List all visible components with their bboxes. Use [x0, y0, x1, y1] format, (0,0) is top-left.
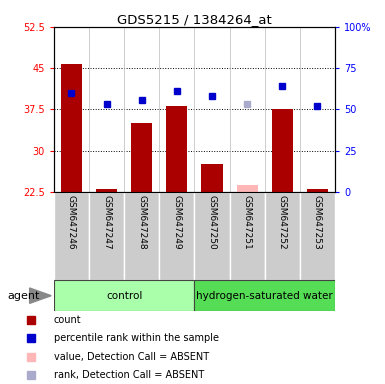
Text: control: control: [106, 291, 142, 301]
Text: rank, Detection Call = ABSENT: rank, Detection Call = ABSENT: [54, 370, 204, 380]
Text: hydrogen-saturated water: hydrogen-saturated water: [196, 291, 333, 301]
Bar: [272, 109, 293, 192]
Bar: [264, 192, 300, 280]
Text: GSM647247: GSM647247: [102, 195, 111, 249]
Text: count: count: [54, 315, 82, 325]
Text: GSM647248: GSM647248: [137, 195, 146, 249]
Text: GSM647251: GSM647251: [243, 195, 252, 249]
Bar: [131, 123, 152, 192]
Bar: [194, 192, 229, 280]
Text: percentile rank within the sample: percentile rank within the sample: [54, 333, 219, 343]
Bar: [124, 192, 159, 280]
Text: agent: agent: [8, 291, 40, 301]
Bar: [61, 64, 82, 192]
Bar: [96, 189, 117, 192]
Text: GSM647249: GSM647249: [172, 195, 181, 249]
Bar: [229, 192, 265, 280]
Bar: [201, 164, 223, 192]
Bar: [236, 185, 258, 192]
Text: value, Detection Call = ABSENT: value, Detection Call = ABSENT: [54, 352, 209, 362]
Text: GSM647253: GSM647253: [313, 195, 322, 249]
Polygon shape: [30, 288, 51, 303]
Text: GSM647252: GSM647252: [278, 195, 287, 249]
Bar: [300, 192, 335, 280]
Bar: [159, 192, 194, 280]
Bar: [166, 106, 187, 192]
Bar: [54, 192, 89, 280]
Text: GSM647250: GSM647250: [208, 195, 216, 249]
Bar: [194, 280, 335, 311]
Bar: [307, 189, 328, 192]
Title: GDS5215 / 1384264_at: GDS5215 / 1384264_at: [117, 13, 272, 26]
Bar: [89, 192, 124, 280]
Bar: [54, 280, 194, 311]
Text: GSM647246: GSM647246: [67, 195, 76, 249]
